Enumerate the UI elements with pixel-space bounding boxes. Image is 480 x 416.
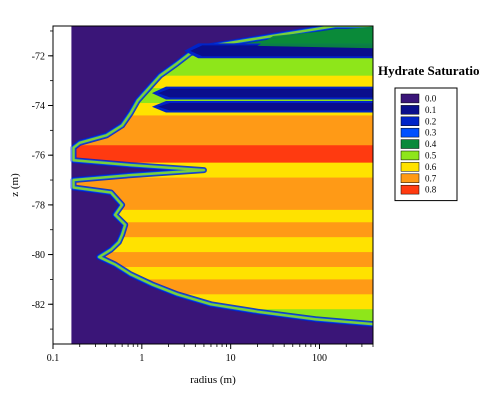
legend-label: 0.6 — [425, 162, 437, 172]
legend-label: 0.5 — [425, 151, 437, 161]
y-tick-label: -74 — [32, 101, 45, 112]
legend-swatch — [400, 150, 420, 161]
legend-swatch — [400, 184, 420, 195]
y-axis: -72 -74 -76 -78 -80 -82 — [32, 30, 53, 330]
x-tick-label: 100 — [312, 353, 327, 364]
x-axis-title: radius (m) — [190, 374, 236, 386]
saturation-band-12 — [73, 209, 373, 223]
low-saturation-streak-1 — [151, 86, 373, 100]
legend-label: 0.3 — [425, 128, 437, 138]
y-axis-title: z (m) — [9, 173, 21, 197]
legend-label: 0.0 — [425, 94, 437, 104]
legend-swatch — [400, 162, 420, 172]
legend-swatch — [400, 139, 420, 149]
legend-label: 0.2 — [425, 116, 436, 126]
saturation-band-14 — [73, 237, 373, 253]
x-axis: 0.1 1 10 100 — [47, 344, 374, 364]
y-tick-label: -72 — [32, 51, 45, 62]
legend-swatch — [400, 93, 420, 104]
y-tick-label: -82 — [32, 300, 45, 311]
top-wedge — [257, 26, 373, 49]
legend-swatch — [400, 127, 420, 138]
saturation-band-11 — [73, 192, 373, 211]
legend-label: 0.7 — [425, 173, 437, 183]
legend-swatch — [400, 173, 420, 183]
legend-title: Hydrate Saturation — [378, 63, 480, 78]
saturation-band-7 — [73, 130, 373, 146]
y-tick-label: -78 — [32, 200, 45, 211]
plot-area-frame — [52, 25, 374, 345]
saturation-field — [70, 26, 373, 344]
legend-label: 0.1 — [425, 105, 436, 115]
front-rim-2 — [72, 26, 373, 326]
saturation-band-10 — [73, 177, 373, 193]
saturation-band-13 — [73, 222, 373, 238]
legend-label: 0.4 — [425, 139, 437, 149]
y-tick-label: -76 — [32, 151, 45, 162]
legend-swatch — [400, 116, 420, 126]
legend-label: 0.8 — [425, 185, 437, 195]
legend-swatch — [400, 105, 420, 115]
saturation-band-16 — [73, 266, 373, 280]
x-tick-label: 10 — [226, 353, 236, 364]
y-tick-label: -80 — [32, 250, 45, 261]
x-tick-label: 0.1 — [47, 353, 60, 364]
x-tick-label: 1 — [139, 353, 144, 364]
low-saturation-streak-2 — [151, 101, 373, 113]
saturation-band-15 — [73, 252, 373, 268]
saturation-band-8 — [73, 145, 373, 164]
legend: 0.00.10.2 0.30.4 0.50.60.7 0.8 — [394, 87, 458, 202]
saturation-band-6 — [73, 115, 373, 131]
